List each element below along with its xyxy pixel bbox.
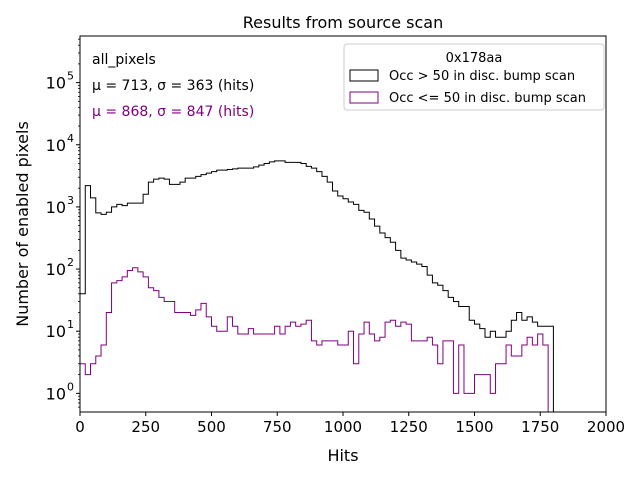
x-tick-label: 1750 [521,418,559,436]
x-tick-label: 1000 [324,418,362,436]
legend-swatch-purple [349,91,379,104]
y-tick-exponent: 1 [67,318,74,331]
x-tick-label: 1250 [390,418,428,436]
y-tick-exponent: 0 [67,380,74,393]
x-tick-label: 500 [197,418,226,436]
annotation-stats-black: μ = 713, σ = 363 (hits) [92,78,254,94]
y-tick-label: 10 [46,136,66,155]
y-tick-exponent: 4 [67,132,74,145]
series-layer [80,160,554,412]
x-axis-label: Hits [327,446,358,465]
series-occ-gt-50 [80,160,554,412]
y-tick-label: 10 [46,384,66,403]
legend-entry-black: Occ > 50 in disc. bump scan [389,69,575,84]
y-tick-label: 10 [46,322,66,341]
annotation-stats-purple: μ = 868, σ = 847 (hits) [92,104,254,120]
legend-box [343,43,605,111]
y-tick-exponent: 3 [67,194,74,207]
y-tick-exponent: 5 [67,70,74,83]
y-tick-exponent: 2 [67,256,74,269]
legend-swatch-black [349,69,379,82]
y-tick-label: 10 [46,260,66,279]
x-tick-label: 1500 [455,418,493,436]
series-occ-le-50 [80,267,549,412]
plot-frame [79,35,607,413]
y-tick-label: 10 [46,198,66,217]
y-axis-label: Number of enabled pixels [13,121,32,327]
x-tick-label: 2000 [587,418,625,436]
x-tick-label: 750 [263,418,292,436]
annotation-label: all_pixels [92,52,156,68]
legend-title: 0x178aa [446,51,503,66]
legend-entry-purple: Occ <= 50 in disc. bump scan [389,91,586,106]
x-tick-label: 250 [131,418,160,436]
chart-title: Results from source scan [243,13,443,32]
x-tick-label: 0 [75,418,85,436]
y-tick-label: 10 [46,74,66,93]
legend: 0x178aa Occ > 50 in disc. bump scan Occ … [343,43,605,111]
